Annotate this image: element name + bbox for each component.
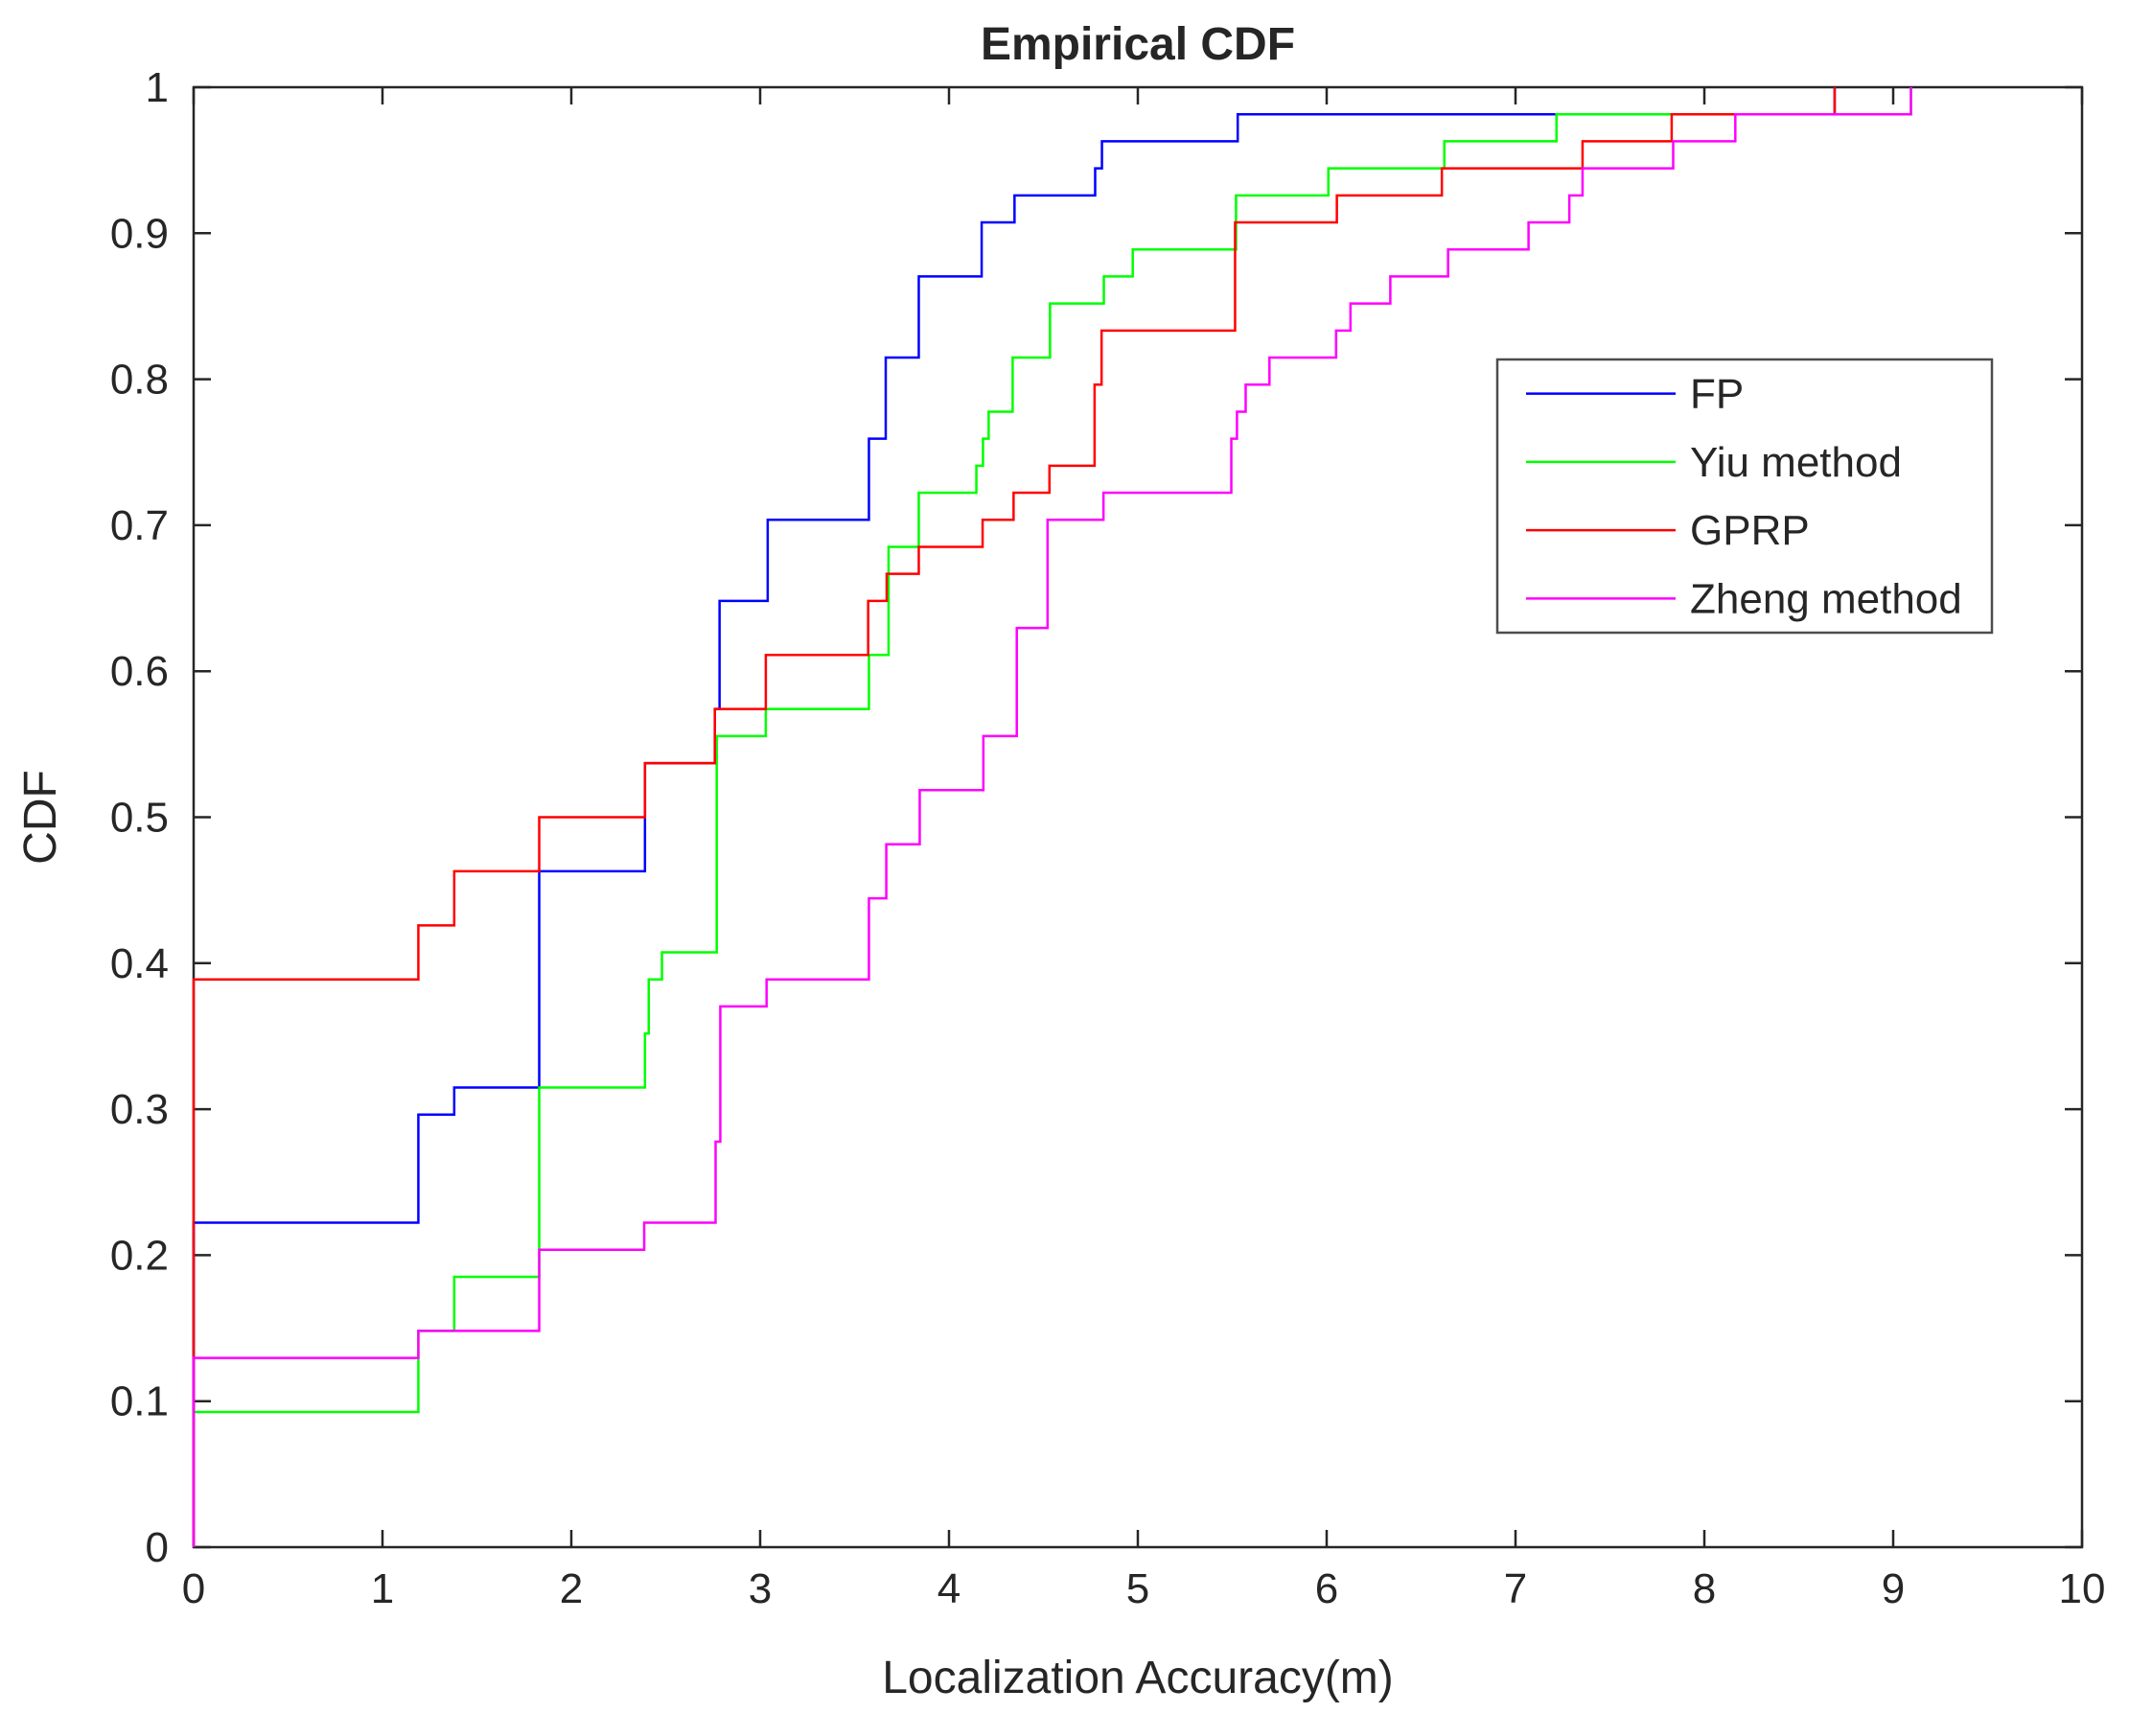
cdf-curve-yiu-method: [192, 87, 1912, 1547]
y-tick-label: 0.6: [110, 648, 169, 695]
y-tick-label: 0.2: [110, 1232, 169, 1279]
legend-item-label: FP: [1690, 371, 1744, 418]
cdf-curve-zheng-method: [192, 87, 1912, 1547]
y-tick-label: 0.8: [110, 357, 169, 404]
y-tick-label: 0.5: [110, 795, 169, 842]
y-tick-label: 0: [146, 1524, 169, 1571]
legend-item-label: GPRP: [1690, 507, 1810, 554]
legend-item-label: Yiu method: [1690, 439, 1902, 486]
axes-box: [192, 85, 2084, 1549]
x-tick-label: 9: [1882, 1565, 1905, 1612]
x-tick-label: 8: [1693, 1565, 1716, 1612]
x-tick-label: 1: [371, 1565, 394, 1612]
y-tick-label: 0.7: [110, 502, 169, 549]
x-tick-label: 5: [1126, 1565, 1149, 1612]
axes-border: [192, 85, 2084, 1549]
axis-ticks: [192, 85, 2084, 1549]
legend-box: [1495, 358, 1994, 635]
x-tick-label: 0: [182, 1565, 205, 1612]
x-tick-label: 10: [2059, 1565, 2106, 1612]
legend: FP Yiu method GPRP Zheng method: [1495, 358, 1994, 635]
y-tick-label: 1: [146, 64, 169, 111]
cdf-curve-fp: [192, 87, 1837, 1547]
cdf-curves: [192, 87, 1912, 1547]
x-tick-label: 2: [560, 1565, 583, 1612]
x-tick-label: 3: [749, 1565, 772, 1612]
x-tick-label: 4: [937, 1565, 960, 1612]
y-tick-label: 0.9: [110, 210, 169, 257]
legend-item-label: Zheng method: [1690, 575, 1962, 622]
chart-title: Empirical CDF: [981, 19, 1295, 70]
y-tick-label: 0.1: [110, 1378, 169, 1425]
x-tick-label: 6: [1315, 1565, 1338, 1612]
x-axis-label: Localization Accuracy(m): [882, 1653, 1394, 1703]
cdf-curve-gprp: [192, 87, 1837, 1547]
y-tick-label: 0.3: [110, 1086, 169, 1133]
y-axis-label: CDF: [15, 770, 66, 865]
axis-tick-labels: 0 1 2 3 4 5 6 7 8 9 10 0 0.1 0.2 0.3 0.4 0.5 0.6 0.7 0.8 0.9…: [110, 64, 2106, 1612]
x-tick-label: 7: [1504, 1565, 1527, 1612]
y-tick-label: 0.4: [110, 940, 169, 987]
